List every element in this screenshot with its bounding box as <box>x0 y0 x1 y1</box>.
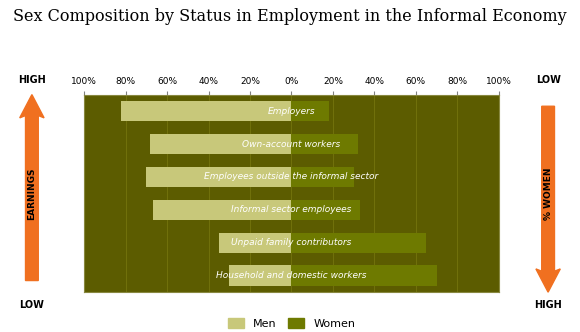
Bar <box>292 233 426 253</box>
Text: Employers: Employers <box>267 107 316 116</box>
Text: Household and domestic workers: Household and domestic workers <box>216 271 367 280</box>
Bar <box>146 167 292 187</box>
Bar <box>150 134 292 154</box>
Text: Own-account workers: Own-account workers <box>242 139 340 148</box>
Bar <box>292 101 329 121</box>
Text: EARNINGS: EARNINGS <box>27 167 37 220</box>
Bar <box>292 266 437 286</box>
Text: Informal sector employees: Informal sector employees <box>231 206 351 214</box>
Text: Unpaid family contributors: Unpaid family contributors <box>231 238 351 247</box>
Bar <box>229 266 292 286</box>
Text: % WOMEN: % WOMEN <box>543 167 553 220</box>
Bar <box>292 134 358 154</box>
Bar <box>121 101 292 121</box>
Bar <box>292 200 360 220</box>
Text: Sex Composition by Status in Employment in the Informal Economy: Sex Composition by Status in Employment … <box>13 8 567 25</box>
Legend: Men, Women: Men, Women <box>223 313 360 332</box>
Text: LOW: LOW <box>536 75 560 85</box>
Text: HIGH: HIGH <box>534 300 562 310</box>
Text: HIGH: HIGH <box>18 75 46 85</box>
Bar <box>219 233 292 253</box>
Text: Employees outside the informal sector: Employees outside the informal sector <box>204 172 379 181</box>
Text: LOW: LOW <box>20 300 44 310</box>
Bar <box>292 167 354 187</box>
Bar <box>153 200 292 220</box>
